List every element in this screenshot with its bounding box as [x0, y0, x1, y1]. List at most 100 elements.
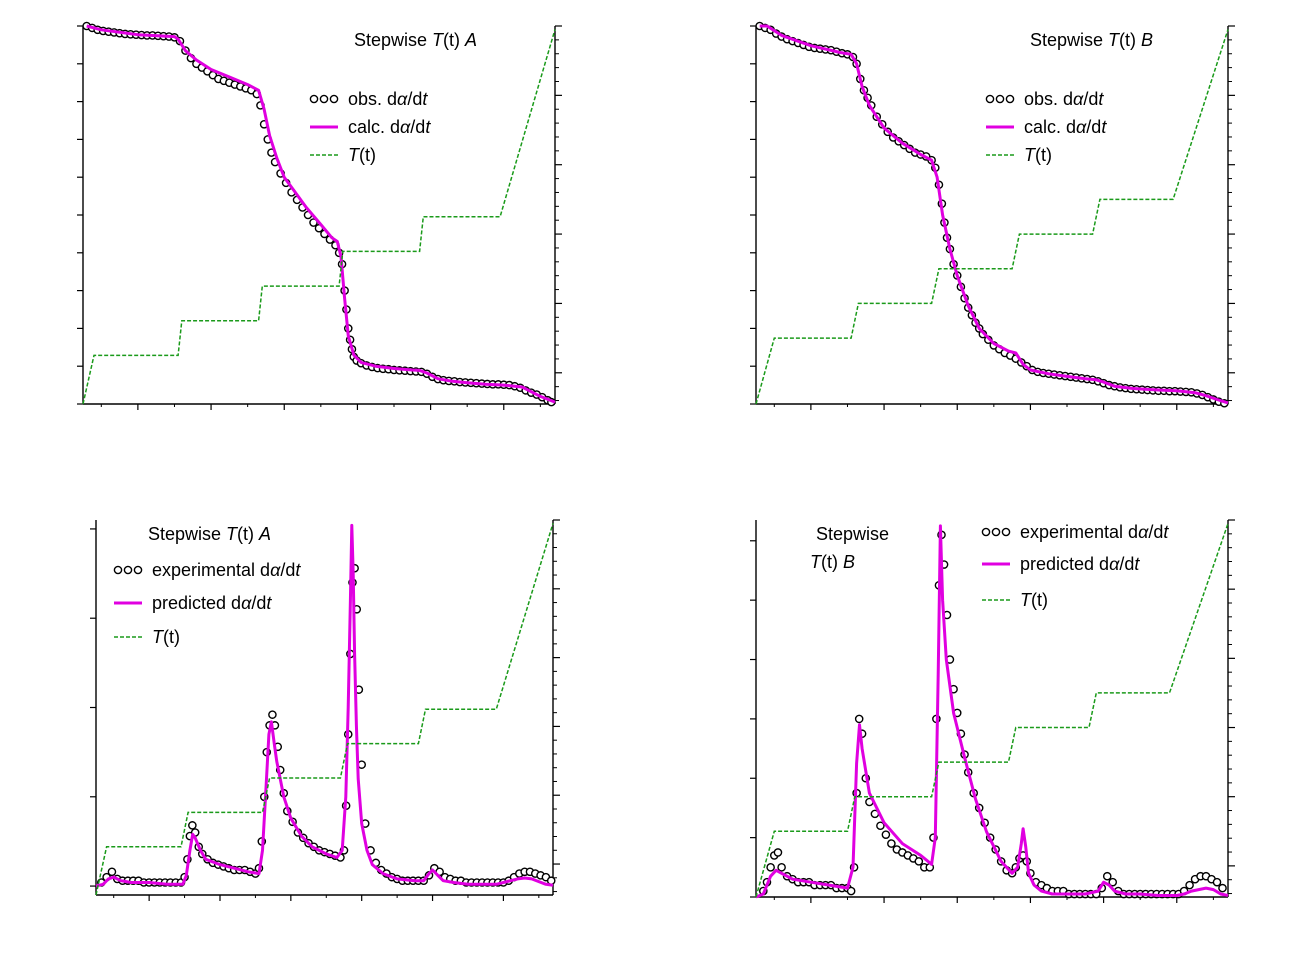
- predicted-line: [95, 523, 554, 888]
- legend-label-part: α: [1109, 554, 1120, 574]
- panel-title: Stepwise: [816, 524, 889, 544]
- legend-marker: [309, 94, 319, 104]
- legend-label-part: T: [348, 145, 361, 165]
- data-point: [876, 821, 885, 831]
- legend-label: T(t): [1020, 590, 1048, 610]
- panel-title-part: (t): [237, 524, 259, 544]
- legend-label-part: α: [1138, 522, 1149, 542]
- panel-title-part: A: [464, 30, 477, 50]
- data-point: [1218, 883, 1227, 893]
- data-point: [773, 848, 783, 857]
- legend-marker: [985, 94, 995, 104]
- legend-marker: [1005, 94, 1015, 104]
- temperature-line: [755, 523, 1229, 898]
- panel-title-line2-part: (t): [821, 552, 843, 572]
- data-point: [887, 839, 896, 848]
- panel-title-line2-part: T: [810, 552, 823, 572]
- legend-label: predicted dα/dt: [152, 593, 272, 613]
- legend-marker: [981, 527, 991, 537]
- legend-label-part: /d: [407, 89, 422, 109]
- legend-label-part: /d: [1086, 117, 1101, 137]
- data-point: [1108, 877, 1118, 887]
- legend-label: calc. dα/dt: [1024, 117, 1107, 137]
- panel-title-part: Stepwise: [1030, 30, 1108, 50]
- legend-marker: [123, 565, 133, 575]
- legend-marker: [1001, 527, 1011, 537]
- legend-label-part: t: [1134, 554, 1140, 574]
- legend-label-part: t: [295, 560, 301, 580]
- panel-title-line2-part: B: [843, 552, 855, 572]
- panel-title: Stepwise T(t) A: [354, 30, 477, 50]
- panel-title-part: T: [432, 30, 445, 50]
- legend-label-part: experimental d: [152, 560, 270, 580]
- legend-marker: [133, 565, 143, 575]
- predicted-line: [86, 24, 556, 404]
- legend-label-part: T: [1024, 145, 1037, 165]
- legend-label-part: calc. d: [1024, 117, 1076, 137]
- legend-label: obs. dα/dt: [1024, 89, 1104, 109]
- legend-label-part: α: [1073, 89, 1084, 109]
- legend-label-part: t: [1098, 89, 1104, 109]
- data-point: [1212, 877, 1222, 887]
- observed-markers: [82, 21, 556, 407]
- legend-marker: [329, 94, 339, 104]
- predicted-line: [755, 524, 1229, 899]
- legend-label: T(t): [1024, 145, 1052, 165]
- data-point: [188, 821, 197, 830]
- data-point: [881, 830, 891, 839]
- observed-markers: [755, 21, 1229, 408]
- legend-label-part: predicted d: [1020, 554, 1109, 574]
- legend-label-part: calc. d: [348, 117, 400, 137]
- legend-label: experimental dα/dt: [152, 560, 301, 580]
- legend-label-part: experimental d: [1020, 522, 1138, 542]
- legend-label: experimental dα/dt: [1020, 522, 1169, 542]
- legend-label-part: /d: [1083, 89, 1098, 109]
- legend-marker: [991, 527, 1001, 537]
- data-point: [854, 714, 864, 724]
- legend-label: T(t): [152, 627, 180, 647]
- legend-label: obs. dα/dt: [348, 89, 428, 109]
- data-point: [766, 863, 775, 872]
- legend-label-part: α: [400, 117, 411, 137]
- panel-title-part: Stepwise: [816, 524, 889, 544]
- data-point: [107, 867, 117, 877]
- panel-title-part: A: [258, 524, 271, 544]
- legend-label-part: obs. d: [348, 89, 397, 109]
- legend-label: calc. dα/dt: [348, 117, 431, 137]
- data-point: [914, 857, 924, 866]
- legend-label-part: (t): [163, 627, 180, 647]
- data-point: [309, 218, 318, 227]
- legend-label-part: α: [270, 560, 281, 580]
- panel-title: Stepwise T(t) A: [148, 524, 271, 544]
- legend-label-part: T: [1020, 590, 1033, 610]
- panel-title-part: Stepwise: [354, 30, 432, 50]
- panel-title-part: T: [226, 524, 239, 544]
- panel-title-part: Stepwise: [148, 524, 226, 544]
- legend-label-part: α: [397, 89, 408, 109]
- panel-title-part: T: [1108, 30, 1121, 50]
- temperature-line: [82, 29, 556, 405]
- legend-label-part: T: [152, 627, 165, 647]
- legend-label-part: /d: [410, 117, 425, 137]
- panel-title-part: B: [1141, 30, 1153, 50]
- legend-label-part: /d: [280, 560, 295, 580]
- legend-label-part: t: [422, 89, 428, 109]
- legend-label-part: α: [241, 593, 252, 613]
- legend-label-part: (t): [359, 145, 376, 165]
- data-point: [1185, 880, 1194, 890]
- data-point: [777, 863, 786, 872]
- predicted-line: [759, 24, 1229, 405]
- panel-title-line2: T(t) B: [810, 552, 855, 572]
- legend-label-part: α: [1076, 117, 1087, 137]
- legend-label: predicted dα/dt: [1020, 554, 1140, 574]
- data-point: [1102, 871, 1112, 881]
- legend-label-part: t: [425, 117, 431, 137]
- data-point: [268, 710, 277, 719]
- legend-label-part: predicted d: [152, 593, 241, 613]
- legend-label-part: t: [1163, 522, 1169, 542]
